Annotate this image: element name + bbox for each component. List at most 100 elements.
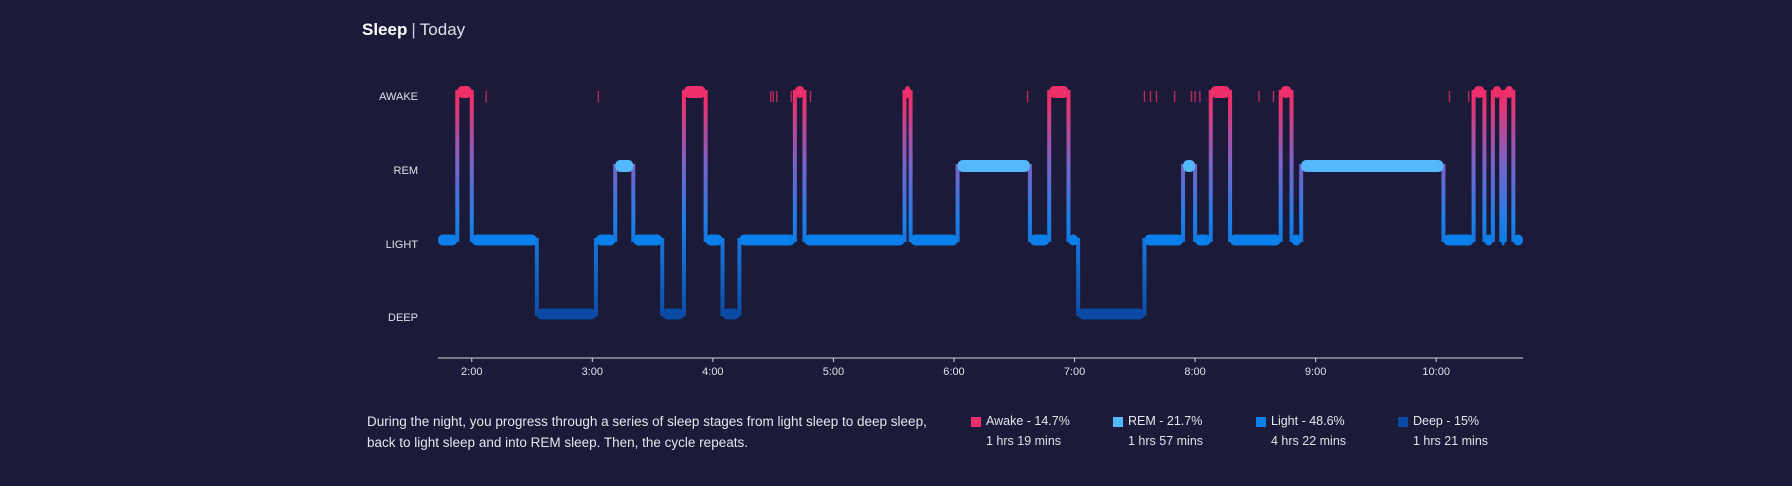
legend-label-deep: Deep - 15% bbox=[1413, 414, 1480, 428]
legend-label-awake: Awake - 14.7% bbox=[986, 414, 1070, 428]
stage-transition bbox=[1499, 90, 1504, 242]
stage-bar-light bbox=[1230, 234, 1281, 246]
short-wake-mark bbox=[1199, 91, 1201, 102]
chart-title-period: Today bbox=[419, 20, 466, 39]
stage-transition bbox=[613, 164, 618, 242]
stage-bar-light bbox=[804, 234, 905, 246]
stage-bar-rem bbox=[1183, 160, 1196, 172]
legend-swatch-light bbox=[1256, 417, 1266, 427]
chart-title: Sleep | Today bbox=[362, 20, 465, 40]
stage-transition bbox=[1181, 164, 1186, 242]
x-axis-ticks: 2:00 3:00 4:00 5:00 6:00 7:00 8:00 9:00 10:00 bbox=[461, 358, 1450, 378]
stage-transition bbox=[1511, 90, 1516, 242]
short-wake-mark bbox=[776, 91, 778, 102]
stage-transition bbox=[1289, 90, 1294, 242]
stage-transition bbox=[703, 90, 708, 242]
stage-bar-awake bbox=[794, 86, 805, 98]
sleep-stages-chart: AWAKE REM LIGHT DEEP 2:00 3:00 4:00 5:00 6:0… bbox=[379, 86, 1523, 378]
stage-bar-light bbox=[910, 234, 958, 246]
stage-transition bbox=[1076, 238, 1081, 316]
stage-bar-light bbox=[739, 234, 795, 246]
x-tick-label: 4:00 bbox=[702, 366, 723, 378]
short-wake-mark bbox=[597, 91, 600, 102]
short-wake-mark bbox=[1272, 91, 1275, 102]
stage-bar-rem bbox=[1301, 160, 1444, 172]
stage-bar-deep bbox=[722, 308, 740, 320]
stage-transition bbox=[1142, 238, 1147, 316]
stage-bar-deep bbox=[662, 308, 684, 320]
stage-transition bbox=[1228, 90, 1233, 242]
short-wake-mark bbox=[1143, 91, 1146, 102]
x-tick-label: 2:00 bbox=[461, 366, 482, 378]
x-tick-label: 5:00 bbox=[823, 366, 844, 378]
legend-duration-awake: 1 hrs 19 mins bbox=[986, 434, 1062, 448]
stage-bar-awake bbox=[1473, 86, 1485, 98]
short-wake-mark bbox=[770, 91, 772, 102]
x-tick-label: 9:00 bbox=[1305, 366, 1326, 378]
short-wake-mark bbox=[1026, 91, 1029, 102]
stage-transition bbox=[631, 164, 636, 242]
stage-bar-light bbox=[1501, 234, 1505, 246]
x-tick-label: 3:00 bbox=[582, 366, 603, 378]
short-wake-mark bbox=[1194, 91, 1196, 102]
legend-duration-light: 4 hrs 22 mins bbox=[1271, 434, 1347, 448]
stage-transition bbox=[1299, 164, 1304, 242]
short-wake-mark bbox=[809, 91, 812, 102]
stage-bar-awake bbox=[1210, 86, 1231, 98]
stage-transition bbox=[1027, 164, 1032, 242]
stage-bar-light bbox=[633, 234, 663, 246]
stage-bar-light bbox=[438, 234, 458, 246]
stage-transition bbox=[1047, 90, 1052, 242]
stage-transition bbox=[1278, 90, 1283, 242]
stage-bar-awake bbox=[457, 86, 472, 98]
y-label-deep: DEEP bbox=[388, 312, 418, 324]
stage-bars bbox=[438, 86, 1523, 320]
short-wake-mark bbox=[790, 91, 792, 102]
short-wake-mark bbox=[485, 91, 487, 102]
legend-swatch-awake bbox=[971, 417, 981, 427]
sleep-description: During the night, you progress through a… bbox=[367, 414, 927, 450]
legend-swatch-deep bbox=[1398, 417, 1408, 427]
stage-bar-light bbox=[1291, 234, 1302, 246]
legend-duration-deep: 1 hrs 21 mins bbox=[1413, 434, 1489, 448]
title-separator: | bbox=[411, 20, 416, 39]
short-wake-mark bbox=[1173, 91, 1176, 102]
stage-transition bbox=[469, 90, 474, 242]
stage-bar-light bbox=[705, 234, 723, 246]
stage-transition bbox=[1066, 90, 1071, 242]
stage-transition bbox=[1502, 90, 1507, 242]
y-axis-labels: AWAKE REM LIGHT DEEP bbox=[379, 91, 418, 324]
stage-transition bbox=[908, 90, 913, 242]
short-wake-mark bbox=[1149, 91, 1152, 102]
stage-transition bbox=[455, 90, 460, 242]
stage-bar-light bbox=[1513, 234, 1523, 246]
stage-bar-light bbox=[471, 234, 537, 246]
stage-transition bbox=[534, 238, 539, 316]
stage-transition bbox=[1482, 90, 1487, 242]
short-wake-mark bbox=[1190, 91, 1193, 102]
y-label-light: LIGHT bbox=[386, 239, 419, 251]
stage-bar-light bbox=[1195, 234, 1211, 246]
stage-transition bbox=[593, 238, 598, 316]
stage-bar-light bbox=[1484, 234, 1493, 246]
stage-transition bbox=[660, 238, 665, 316]
legend-label-light: Light - 48.6% bbox=[1271, 414, 1345, 428]
x-tick-label: 6:00 bbox=[943, 366, 964, 378]
stage-bar-awake bbox=[683, 86, 706, 98]
x-tick-label: 7:00 bbox=[1064, 366, 1085, 378]
y-label-rem: REM bbox=[394, 165, 418, 177]
short-wake-mark bbox=[1155, 91, 1158, 102]
y-label-awake: AWAKE bbox=[379, 91, 418, 103]
stage-transition bbox=[802, 90, 807, 242]
stage-transition bbox=[720, 238, 725, 316]
short-wake-mark bbox=[1468, 91, 1470, 102]
short-wake-markers bbox=[485, 91, 1470, 102]
stage-bar-light bbox=[1068, 234, 1079, 246]
stage-bar-awake bbox=[1504, 86, 1514, 98]
stage-transition bbox=[955, 164, 960, 242]
x-tick-label: 8:00 bbox=[1184, 366, 1205, 378]
stage-transition bbox=[1208, 90, 1213, 242]
stage-transition bbox=[792, 90, 797, 242]
stage-bar-light bbox=[1443, 234, 1474, 246]
stage-bar-awake bbox=[1280, 86, 1292, 98]
